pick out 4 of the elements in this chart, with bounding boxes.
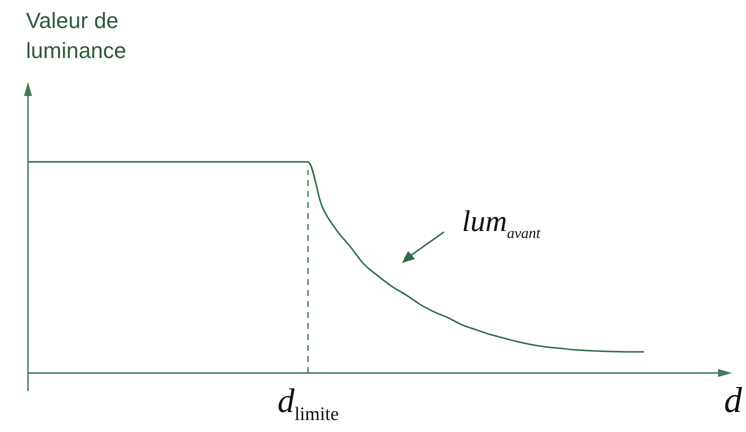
x-axis-title: d — [724, 379, 742, 421]
y-axis-title: Valeur de luminance — [26, 7, 128, 65]
text: d$_{limite}$ — [278, 383, 339, 425]
annotation: lum$_{avant}$ — [462, 205, 540, 243]
